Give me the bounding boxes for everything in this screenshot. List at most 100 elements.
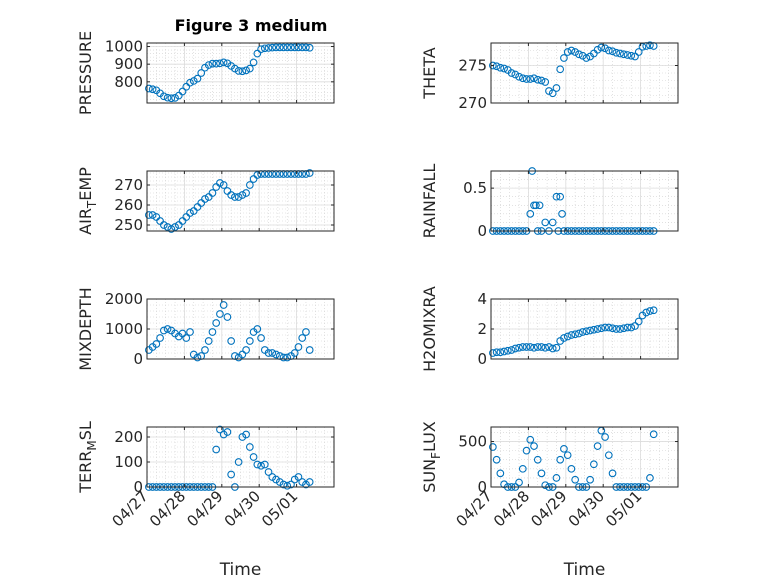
data-point (208, 59, 217, 68)
data-point (526, 435, 535, 444)
data-point (242, 346, 250, 354)
axes-frame (146, 426, 335, 488)
y-tick-label: 4 (477, 290, 487, 308)
data-point (558, 210, 566, 218)
data-point (231, 193, 239, 201)
data-point (532, 201, 540, 210)
data-point (515, 72, 523, 81)
data-point (601, 323, 609, 332)
data-point (212, 59, 221, 68)
y-tick-label: 275 (458, 57, 487, 75)
data-point (526, 210, 535, 218)
data-point (556, 455, 565, 464)
y-tick-label: 2000 (105, 290, 143, 308)
data-point (631, 322, 639, 330)
data-point (522, 343, 531, 351)
data-point (305, 169, 314, 177)
data-point (556, 192, 565, 201)
data-point (167, 94, 176, 103)
y-axis-label: PRESSURE (76, 31, 95, 115)
data-point (246, 337, 254, 345)
subplot-theta: 270 275 THETA (420, 41, 679, 112)
data-point (287, 480, 295, 489)
data-point (290, 43, 299, 52)
data-point (601, 433, 609, 441)
data-point (533, 75, 542, 84)
data-point (560, 334, 568, 342)
data-point (193, 353, 202, 362)
data-point (204, 337, 213, 345)
data-point (242, 189, 250, 197)
data-series (489, 306, 658, 357)
data-point (537, 76, 546, 85)
data-point (242, 430, 250, 439)
subplot-mixdepth: 0 1000 2000 MIXDEPTH (76, 287, 335, 371)
data-point (223, 313, 232, 321)
data-point (522, 446, 531, 455)
data-point (257, 334, 265, 342)
data-point (216, 425, 224, 434)
subplot-air-temp: 250 260 270 AIRTEMP (76, 167, 335, 235)
data-point (608, 47, 617, 56)
y-tick-label: 800 (114, 73, 143, 91)
data-point (272, 43, 280, 52)
data-point (489, 61, 497, 70)
data-point (526, 343, 535, 351)
data-point (586, 326, 594, 335)
data-point (253, 171, 262, 179)
data-point (496, 63, 505, 72)
data-point (511, 344, 520, 353)
data-point (212, 319, 221, 327)
data-point (201, 195, 209, 203)
data-point (294, 43, 303, 52)
data-point (253, 49, 262, 58)
data-point (634, 317, 643, 326)
data-point (163, 325, 172, 333)
data-point (593, 45, 602, 54)
data-point (604, 46, 613, 55)
data-series (145, 301, 314, 362)
data-point (234, 193, 243, 201)
data-point (530, 74, 538, 83)
data-point (219, 301, 228, 309)
data-point (631, 52, 639, 61)
data-point (253, 325, 262, 333)
data-point (287, 43, 295, 52)
y-tick-label: 260 (114, 196, 143, 214)
data-point (283, 353, 292, 362)
data-point (238, 191, 247, 199)
data-point (496, 348, 505, 357)
data-point (152, 340, 161, 348)
data-point (593, 442, 602, 450)
data-point (234, 458, 243, 466)
data-point (567, 464, 576, 473)
x-axis-label: Time (563, 560, 606, 580)
y-tick-label: 270 (114, 176, 143, 194)
data-point (305, 43, 314, 52)
data-point (171, 94, 179, 102)
data-point (246, 181, 254, 189)
data-point (227, 337, 235, 345)
data-point (260, 460, 269, 469)
data-point (216, 310, 224, 318)
data-point (148, 211, 157, 219)
data-point (223, 428, 232, 436)
data-point (189, 77, 198, 85)
data-point (597, 43, 606, 52)
data-series (145, 43, 314, 103)
y-axis-label: AIRTEMP (76, 167, 99, 235)
data-point (246, 64, 254, 73)
data-point (163, 223, 172, 231)
y-tick-label: 900 (114, 55, 143, 73)
data-point (563, 332, 572, 341)
data-point (302, 43, 310, 52)
data-point (522, 75, 531, 83)
data-point (548, 218, 557, 227)
data-point (492, 62, 501, 71)
data-point (541, 481, 550, 490)
data-point (186, 78, 194, 87)
data-point (575, 50, 583, 59)
data-point (511, 70, 520, 79)
axes-frame (490, 426, 679, 488)
